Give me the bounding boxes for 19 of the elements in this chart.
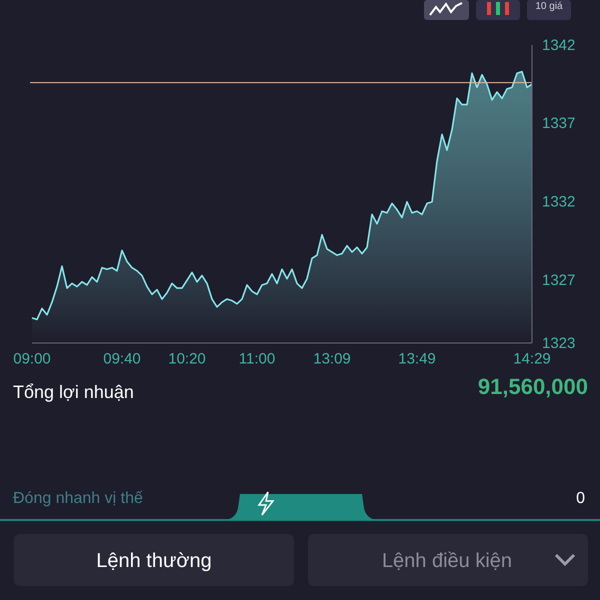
text: Tổng lợi nhuận <box>13 382 134 402</box>
text: 10 giá <box>535 1 564 12</box>
x-tick-label: 10:20 <box>168 350 206 368</box>
y-tick-label: 1337 <box>542 115 576 132</box>
x-tick-label: 11:00 <box>238 350 276 368</box>
x-tick-label: 09:00 <box>13 350 51 368</box>
x-tick-label: 13:09 <box>313 350 351 368</box>
y-tick-label: 1323 <box>542 334 576 352</box>
text: 91,560,000 <box>478 374 588 399</box>
x-tick-label: 14:29 <box>513 350 551 368</box>
text: Lệnh điều kiện <box>382 550 512 572</box>
y-tick-label: 1332 <box>542 194 576 211</box>
y-tick-label: 1342 <box>542 36 576 54</box>
text: 0 <box>576 490 586 507</box>
y-tick-label: 1327 <box>542 272 576 290</box>
x-tick-label: 13:49 <box>398 350 436 368</box>
text: Lệnh thường <box>96 550 212 572</box>
x-tick-label: 09:40 <box>103 350 141 368</box>
text: Đóng nhanh vị thế <box>13 490 143 507</box>
